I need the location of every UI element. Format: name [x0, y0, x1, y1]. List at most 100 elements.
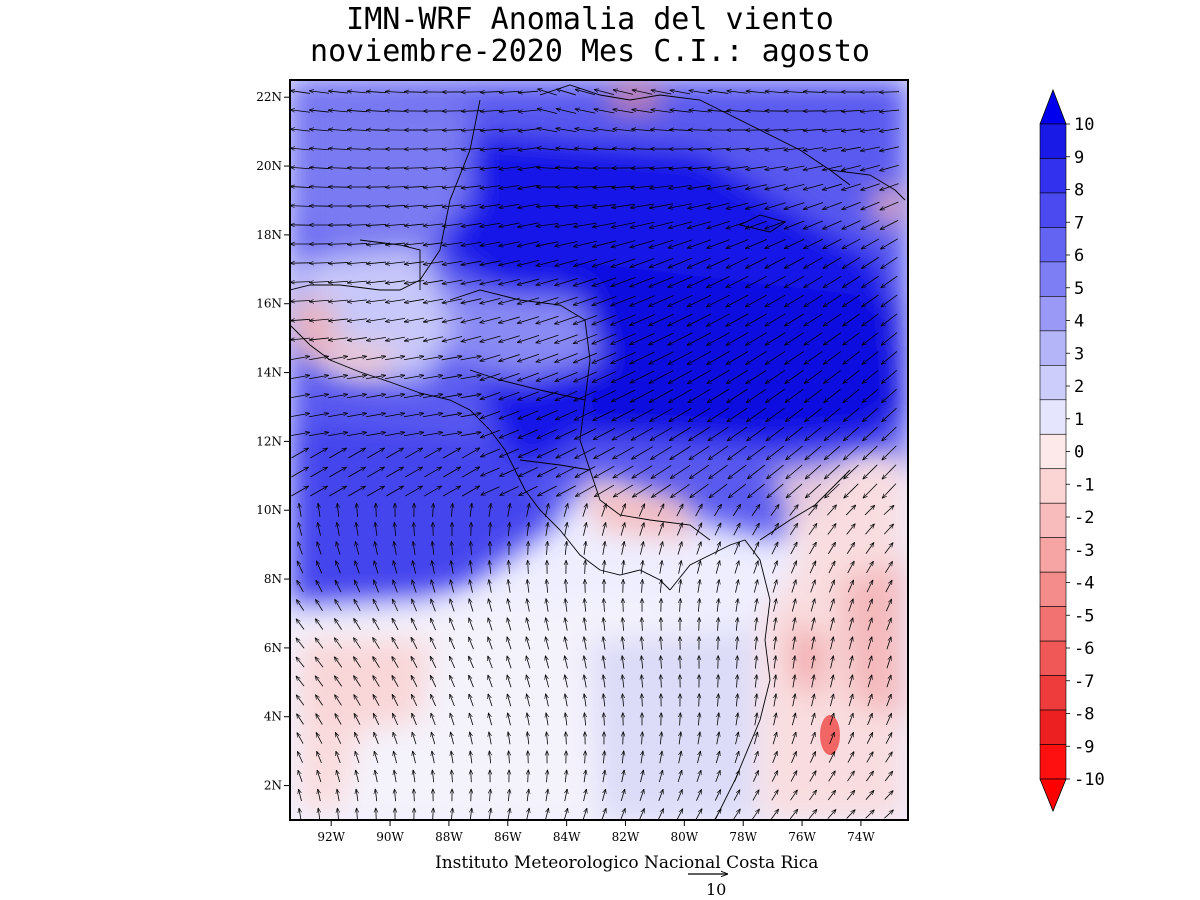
- wind-vector: [640, 541, 643, 555]
- wind-vector: [612, 446, 634, 459]
- colorbar-label: -1: [1074, 475, 1094, 495]
- wind-vector: [880, 238, 898, 249]
- wind-vector: [601, 522, 606, 536]
- wind-vector: [803, 238, 823, 249]
- wind-vector: [488, 618, 493, 631]
- wind-vector: [593, 148, 615, 149]
- wind-vector: [753, 579, 757, 593]
- wind-vector: [356, 522, 358, 536]
- wind-vector: [642, 579, 643, 593]
- wind-vector: [881, 407, 897, 422]
- wind-vector: [737, 674, 738, 688]
- wind-vector: [566, 732, 567, 745]
- wind-vector: [373, 618, 380, 631]
- wind-vector: [441, 356, 462, 361]
- wind-vector: [629, 332, 655, 346]
- wind-vector: [804, 275, 823, 287]
- wind-vector: [765, 294, 786, 307]
- wind-vector: [726, 202, 749, 209]
- wind-vector: [404, 280, 425, 284]
- wind-vector: [291, 467, 308, 478]
- wind-vector: [573, 371, 597, 383]
- wind-vector: [886, 675, 891, 688]
- reference-vector-label: 10: [706, 880, 727, 899]
- lat-tick-label: 14N: [256, 366, 282, 380]
- wind-vector: [315, 657, 324, 668]
- wind-vector: [592, 240, 617, 247]
- wind-vector: [470, 751, 472, 764]
- lon-tick-label: 84W: [553, 830, 581, 844]
- wind-vector: [423, 167, 444, 168]
- wind-vector: [736, 694, 737, 707]
- wind-vector: [392, 637, 399, 649]
- wind-vector: [676, 504, 683, 517]
- wind-vector: [517, 203, 539, 208]
- colorbar-segment: [1039, 468, 1067, 504]
- wind-vector: [481, 486, 500, 496]
- wind-vector: [366, 91, 387, 92]
- wind-vector: [824, 389, 841, 402]
- wind-vector: [882, 464, 897, 479]
- wind-vector: [488, 675, 493, 688]
- wind-vector: [461, 241, 482, 245]
- wind-vector: [679, 579, 681, 593]
- wind-vector: [668, 370, 693, 383]
- wind-vector: [706, 257, 730, 269]
- wind-vector: [842, 257, 861, 268]
- wind-vector: [499, 391, 520, 400]
- wind-vector: [296, 561, 304, 574]
- wind-vector: [424, 467, 442, 478]
- wind-vector: [841, 128, 862, 131]
- wind-vector: [772, 561, 778, 574]
- wind-vector: [648, 276, 674, 288]
- wind-vector: [353, 676, 361, 687]
- wind-vector: [518, 128, 539, 131]
- lat-tick-label: 22N: [256, 90, 282, 104]
- wind-vector: [316, 751, 322, 763]
- wind-vector: [518, 91, 539, 93]
- wind-vector: [726, 220, 749, 228]
- wind-vector: [714, 504, 721, 517]
- wind-vector: [356, 503, 357, 518]
- wind-vector: [554, 334, 578, 344]
- wind-vector: [669, 167, 692, 169]
- wind-vector: [727, 445, 747, 460]
- colorbar-segment: [1039, 433, 1067, 470]
- wind-vector: [335, 713, 342, 725]
- wind-vector: [612, 427, 635, 440]
- wind-vector: [879, 92, 900, 93]
- wind-vector: [808, 523, 817, 535]
- wind-vector: [489, 579, 492, 593]
- wind-vector: [347, 281, 368, 283]
- wind-vector: [660, 579, 661, 593]
- wind-vector: [448, 637, 456, 650]
- wind-vector: [498, 260, 520, 266]
- wind-vector: [328, 337, 348, 341]
- wind-vector: [412, 560, 417, 574]
- wind-vector: [791, 713, 795, 726]
- wind-vector: [555, 409, 578, 421]
- wind-vector: [329, 486, 346, 497]
- wind-vector: [470, 560, 472, 574]
- wind-vector: [622, 675, 624, 688]
- wind-vector: [827, 505, 836, 516]
- wind-vector: [677, 523, 683, 536]
- wind-vector: [669, 110, 691, 113]
- wind-vector: [431, 599, 436, 612]
- wind-vector: [385, 243, 406, 245]
- wind-vector: [752, 542, 760, 555]
- wind-vector: [668, 239, 693, 248]
- wind-vector: [822, 146, 843, 150]
- wind-vector: [537, 466, 558, 477]
- wind-vector: [536, 167, 558, 168]
- wind-vector: [423, 261, 444, 264]
- wind-vector: [630, 239, 655, 247]
- wind-vector: [592, 390, 616, 402]
- wind-vector: [386, 448, 403, 459]
- wind-vector: [707, 369, 730, 384]
- wind-vector: [565, 637, 568, 650]
- wind-vector: [611, 222, 636, 227]
- wind-vector: [765, 313, 786, 326]
- wind-vector: [841, 165, 862, 171]
